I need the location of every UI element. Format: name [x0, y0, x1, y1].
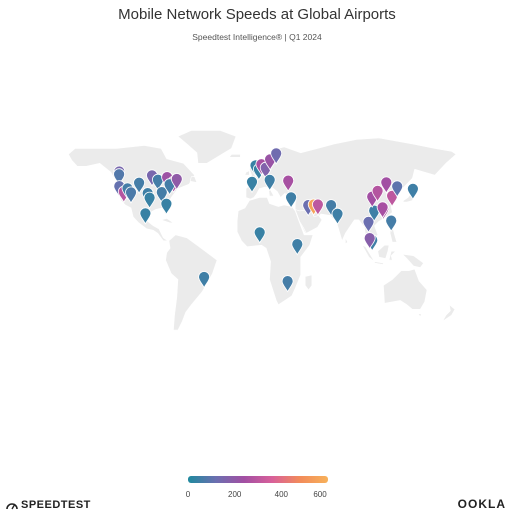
map-pin-icon [133, 176, 146, 195]
map-pin-icon [246, 175, 258, 194]
landmass-south-america [165, 234, 218, 331]
landmass-iceland [228, 154, 241, 158]
map-pin-icon [368, 204, 381, 222]
ookla-logo: OOKLA [457, 497, 506, 511]
landmass-ireland [244, 170, 250, 176]
legend-tick-label: 400 [274, 490, 288, 499]
airport-pin[interactable] [253, 226, 266, 244]
landmass-borneo [377, 244, 390, 259]
landmass-newfoundland [189, 176, 198, 184]
speed-legend: 0 200 400 600 [185, 472, 328, 506]
airport-pin[interactable] [282, 174, 295, 192]
landmass-sulawesi [388, 250, 397, 261]
airport-pin[interactable] [198, 271, 211, 289]
landmass-cuba [160, 218, 175, 224]
airport-pin[interactable] [125, 186, 137, 204]
airport-pin[interactable] [281, 275, 294, 293]
airport-pin[interactable] [291, 238, 304, 256]
legend-color-bar [188, 476, 328, 483]
airport-pin[interactable] [151, 173, 164, 192]
airport-pin[interactable] [246, 175, 258, 194]
map-pin-icon [160, 197, 173, 216]
landmass-new-guinea [401, 253, 425, 268]
airport-pin[interactable] [363, 232, 376, 250]
airport-pin[interactable] [380, 176, 393, 194]
map-pin-icon [385, 214, 398, 232]
map-pin-icon [391, 180, 404, 198]
airport-pin[interactable] [391, 180, 404, 198]
map-pin-icon [291, 238, 304, 256]
legend-tick-label: 600 [313, 490, 327, 499]
airport-pin[interactable] [362, 215, 375, 234]
airport-pin[interactable] [371, 185, 384, 203]
map-pin-icon [253, 226, 266, 244]
speedtest-logo: SPEEDTEST [6, 499, 91, 511]
map-pin-icon [125, 186, 137, 204]
map-pin-icon [113, 168, 125, 186]
airport-pin[interactable] [311, 198, 324, 216]
legend-tick-label: 0 [185, 490, 191, 499]
airport-pin[interactable] [406, 182, 419, 201]
legend-tick-label: 200 [228, 490, 242, 499]
airport-pin[interactable] [285, 191, 298, 209]
map-pin-icon [331, 207, 344, 226]
map-pin-icon [362, 215, 375, 234]
airport-pin[interactable] [263, 174, 276, 192]
map-pin-icon [311, 198, 324, 216]
map-pin-icon [282, 174, 295, 192]
landmass-africa [236, 197, 314, 306]
map-pin-icon [263, 174, 276, 192]
landmass-java [374, 261, 384, 265]
airport-pin[interactable] [155, 186, 168, 204]
map-pin-icon [386, 189, 399, 208]
map-pin-icon [151, 173, 164, 192]
landmass-tasmania [417, 313, 422, 318]
map-pin-icon [380, 176, 393, 194]
airport-pin[interactable] [270, 147, 283, 165]
map-pin-icon [281, 275, 294, 293]
landmass-sri-lanka [345, 237, 349, 245]
map-pin-icon [371, 185, 384, 203]
airport-markers [113, 147, 419, 293]
speedtest-wordmark: SPEEDTEST [21, 499, 91, 511]
airport-pin[interactable] [386, 189, 399, 208]
airport-pin[interactable] [113, 168, 125, 186]
airport-pin[interactable] [143, 191, 156, 209]
map-title: Mobile Network Speeds at Global Airports [118, 6, 396, 23]
map-pin-icon [155, 186, 168, 204]
airport-pin[interactable] [170, 173, 183, 191]
landmass-new-zealand [442, 304, 456, 322]
landmass-greenland [177, 130, 237, 164]
map-pin-icon [363, 232, 376, 250]
landmass-europe-asia [245, 137, 457, 251]
landmass-madagascar [304, 274, 313, 291]
map-pin-icon [143, 191, 156, 209]
map-pin-icon [285, 191, 298, 209]
map-pin-icon [270, 147, 283, 165]
airport-pin[interactable] [385, 214, 398, 232]
map-pin-icon [198, 271, 211, 289]
map-pin-icon [170, 173, 183, 191]
airport-pin[interactable] [133, 176, 146, 195]
map-subtitle: Speedtest Intelligence® | Q1 2024 [192, 32, 322, 42]
landmass-australia [383, 268, 428, 310]
map-pin-icon [376, 201, 389, 219]
airport-pin[interactable] [139, 207, 152, 225]
map-pin-icon [139, 207, 152, 225]
speedometer-icon [6, 503, 18, 510]
airport-pin[interactable] [368, 204, 381, 222]
map-pin-icon [406, 182, 419, 201]
airport-pin[interactable] [376, 201, 389, 219]
airport-pin[interactable] [331, 207, 344, 226]
airport-pin[interactable] [160, 197, 173, 216]
